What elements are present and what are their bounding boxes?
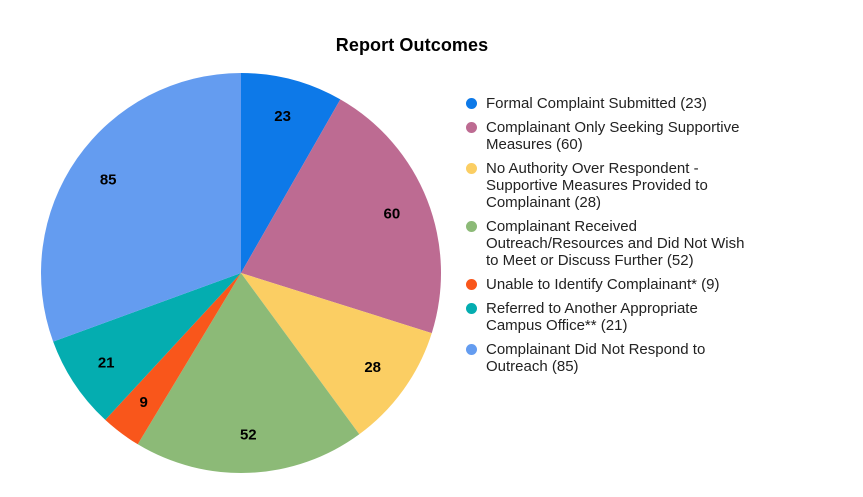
pie-slice-4[interactable] bbox=[137, 273, 360, 473]
legend-item-label: Unable to Identify Complainant* (9) bbox=[486, 276, 720, 293]
legend-item-label: Complainant Only Seeking Supportive Measu… bbox=[486, 119, 740, 153]
chart-legend: Formal Complaint Submitted (23) Complaina… bbox=[466, 95, 756, 375]
legend-item-label: No Authority Over Respondent - Supportive… bbox=[486, 160, 708, 211]
legend-item-3[interactable]: No Authority Over Respondent - Supportive… bbox=[466, 160, 756, 211]
legend-color-dot-icon bbox=[466, 122, 477, 133]
legend-color-dot-icon bbox=[466, 279, 477, 290]
pie-slice-value-label: 23 bbox=[274, 108, 291, 125]
legend-item-label: Referred to Another Appropriate Campus Of… bbox=[486, 300, 698, 334]
pie-slice-6[interactable] bbox=[53, 273, 242, 420]
pie-slice-1[interactable] bbox=[241, 73, 341, 273]
legend-item-1[interactable]: Formal Complaint Submitted (23) bbox=[466, 95, 756, 112]
pie-slice-5[interactable] bbox=[105, 273, 241, 445]
pie-slice-value-label: 9 bbox=[140, 394, 148, 411]
legend-color-dot-icon bbox=[466, 221, 477, 232]
legend-item-label: Complainant Received Outreach/Resources a… bbox=[486, 218, 745, 269]
pie-slice-value-label: 85 bbox=[100, 172, 117, 189]
legend-color-dot-icon bbox=[466, 303, 477, 314]
pie-slice-3[interactable] bbox=[241, 273, 432, 435]
legend-item-5[interactable]: Unable to Identify Complainant* (9) bbox=[466, 276, 756, 293]
pie-slice-value-label: 60 bbox=[384, 206, 401, 223]
pie-slice-value-label: 28 bbox=[364, 359, 381, 376]
pie-chart: 23 60 28 52 9 21 85 bbox=[41, 73, 441, 473]
legend-item-6[interactable]: Referred to Another Appropriate Campus Of… bbox=[466, 300, 756, 334]
chart-title: Report Outcomes bbox=[335, 35, 489, 55]
legend-color-dot-icon bbox=[466, 98, 477, 109]
pie-slice-7[interactable] bbox=[41, 73, 241, 342]
pie-slice-2[interactable] bbox=[241, 99, 441, 334]
pie-slice-value-label: 52 bbox=[240, 426, 257, 443]
pie-slice-value-label: 21 bbox=[98, 354, 115, 371]
legend-item-4[interactable]: Complainant Received Outreach/Resources a… bbox=[466, 218, 756, 269]
legend-item-2[interactable]: Complainant Only Seeking Supportive Measu… bbox=[466, 119, 756, 153]
legend-item-label: Formal Complaint Submitted (23) bbox=[486, 95, 707, 112]
legend-item-label: Complainant Did Not Respond to Outreach (… bbox=[486, 341, 706, 375]
legend-item-7[interactable]: Complainant Did Not Respond to Outreach (… bbox=[466, 341, 756, 375]
legend-color-dot-icon bbox=[466, 163, 477, 174]
legend-color-dot-icon bbox=[466, 344, 477, 355]
